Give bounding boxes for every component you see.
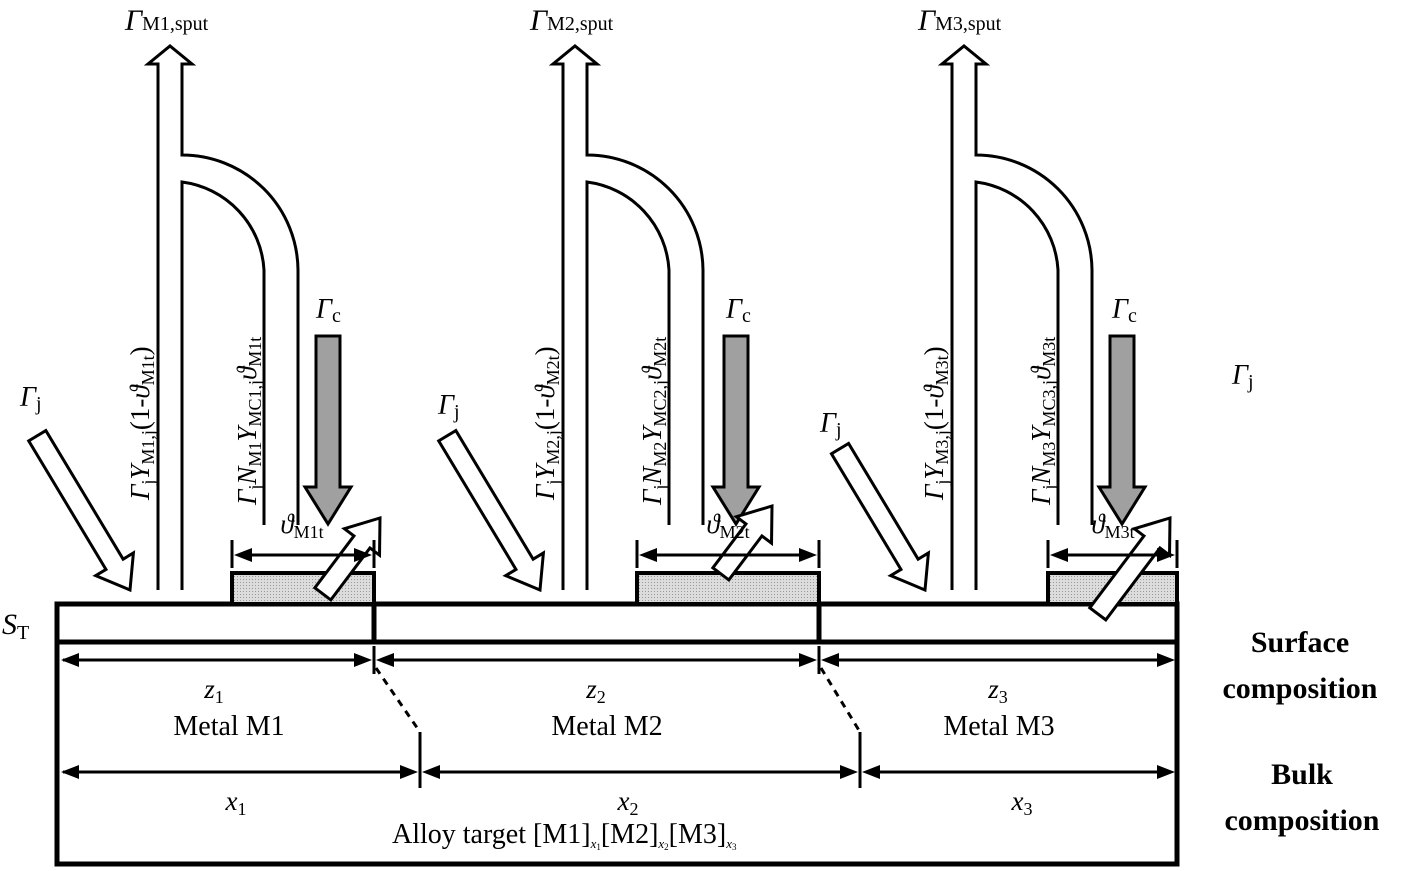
bulk-fraction-3: x3	[1011, 786, 1033, 819]
sputter-flux-label-1: ΓM1,sput	[124, 4, 209, 37]
svg-text:ΓjYM2,j(1-ϑM2t): ΓjYM2,j(1-ϑM2t)	[530, 346, 563, 501]
target-label: ST	[2, 608, 29, 644]
sputter-flux-label-3: ΓM3,sput	[917, 4, 1002, 37]
ion-flux-label-3: Γj	[819, 408, 842, 441]
bulk-fraction-1: x1	[225, 786, 247, 819]
ion-arrow-2	[312, 515, 382, 602]
surface-composition-line-1: Surface	[1251, 626, 1349, 659]
compound-flux-label-3: Γc	[1111, 294, 1137, 327]
sputter-arrow-3	[937, 44, 1094, 590]
bulk-composition-line-2: composition	[1224, 804, 1379, 837]
compound-flux-label-2: Γc	[725, 294, 751, 327]
metal-label-2: Metal M2	[551, 711, 662, 742]
svg-text:ΓjNM3YMC3,jϑM3t: ΓjNM3YMC3,jϑM3t	[1026, 337, 1059, 506]
direct-flux-label-1: ΓjYM1,j(1-ϑM1t)	[125, 346, 158, 501]
compound-metal-flux-label-2: ΓjNM2YMC2,jϑM2t	[637, 337, 670, 506]
dimension-lines	[63, 540, 1179, 788]
target-body	[54, 601, 1180, 867]
sputter-arrow-1	[143, 44, 300, 590]
ion-flux-label-2: Γj	[437, 390, 460, 423]
metal-label-3: Metal M3	[943, 711, 1054, 742]
coverage-label-2: ϑM2t	[706, 509, 749, 542]
compound-arrow-2	[710, 334, 762, 527]
sputter-arrow-2	[548, 44, 705, 590]
ion-arrow-1	[26, 428, 136, 593]
ion-arrow-5	[829, 441, 931, 593]
svg-text:ΓjNM2YMC2,jϑM2t: ΓjNM2YMC2,jϑM2t	[637, 337, 670, 506]
compound-metal-flux-label-3: ΓjNM3YMC3,jϑM3t	[1026, 337, 1059, 506]
ion-flux-label-1: Γj	[19, 382, 42, 415]
compound-metal-flux-label-1: ΓjNM1YMC1,jϑM1t	[232, 337, 265, 506]
sputter-flux-label-2: ΓM2,sput	[529, 4, 614, 37]
ion-flux-label-4: Γj	[1231, 360, 1254, 393]
surface-composition-line-2: composition	[1222, 672, 1377, 705]
coverage-label-1: ϑM1t	[280, 509, 323, 542]
ion-arrow-3	[436, 428, 546, 593]
arrowheads	[61, 548, 1175, 779]
compound-arrow-1	[302, 334, 354, 527]
surface-fraction-3: z3	[987, 674, 1008, 707]
surface-fraction-1: z1	[203, 674, 224, 707]
coverage-label-3: ϑM3t	[1091, 509, 1134, 542]
svg-text:ΓjYM3,j(1-ϑM3t): ΓjYM3,j(1-ϑM3t)	[919, 346, 952, 501]
direct-flux-label-2: ΓjYM2,j(1-ϑM2t)	[530, 346, 563, 501]
metal-label-1: Metal M1	[173, 711, 284, 742]
bulk-composition-line-1: Bulk	[1271, 758, 1333, 791]
bulk-fraction-2: x2	[617, 786, 639, 819]
compound-arrow-3	[1096, 334, 1148, 527]
direct-flux-label-3: ΓjYM3,j(1-ϑM3t)	[919, 346, 952, 501]
compound-flux-label-1: Γc	[315, 294, 341, 327]
surface-fraction-2: z2	[585, 674, 606, 707]
svg-text:ΓjNM1YMC1,jϑM1t: ΓjNM1YMC1,jϑM1t	[232, 337, 265, 506]
alloy-target-label: Alloy target [M1]x1[M2]x2[M3]x3	[392, 819, 737, 852]
compound-layer-1	[230, 571, 376, 606]
ion-arrow-4	[710, 503, 774, 583]
svg-text:ΓjYM1,j(1-ϑM1t): ΓjYM1,j(1-ϑM1t)	[125, 346, 158, 501]
